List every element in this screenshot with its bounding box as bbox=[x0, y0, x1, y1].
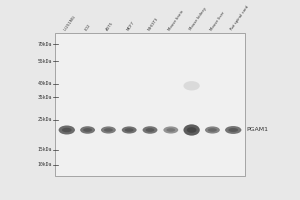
Text: 25kDa: 25kDa bbox=[38, 117, 52, 122]
Ellipse shape bbox=[166, 128, 175, 132]
Ellipse shape bbox=[205, 126, 220, 134]
Ellipse shape bbox=[225, 126, 242, 134]
Ellipse shape bbox=[142, 126, 158, 134]
Ellipse shape bbox=[101, 126, 116, 134]
Text: MCF7: MCF7 bbox=[126, 20, 135, 31]
Text: Mouse liver: Mouse liver bbox=[209, 11, 225, 31]
Text: 15kDa: 15kDa bbox=[38, 147, 52, 152]
Ellipse shape bbox=[83, 128, 92, 132]
Ellipse shape bbox=[125, 128, 134, 132]
Ellipse shape bbox=[104, 128, 113, 132]
Ellipse shape bbox=[164, 126, 178, 134]
Text: Mouse brain: Mouse brain bbox=[167, 9, 184, 31]
Text: NIH/3T3: NIH/3T3 bbox=[147, 16, 159, 31]
Ellipse shape bbox=[62, 128, 72, 132]
FancyBboxPatch shape bbox=[55, 33, 245, 176]
Text: Mouse kidney: Mouse kidney bbox=[188, 7, 207, 31]
Text: 70kDa: 70kDa bbox=[38, 42, 52, 47]
Ellipse shape bbox=[183, 124, 200, 136]
Ellipse shape bbox=[58, 125, 75, 134]
Text: 55kDa: 55kDa bbox=[38, 59, 52, 64]
Text: U-251MG: U-251MG bbox=[64, 14, 77, 31]
Ellipse shape bbox=[122, 126, 136, 134]
Ellipse shape bbox=[80, 126, 95, 134]
Text: LO2: LO2 bbox=[84, 23, 92, 31]
Text: A375: A375 bbox=[105, 21, 114, 31]
Ellipse shape bbox=[228, 128, 238, 132]
Text: 40kDa: 40kDa bbox=[38, 81, 52, 86]
Text: Rat spinal cord: Rat spinal cord bbox=[230, 5, 250, 31]
Ellipse shape bbox=[183, 81, 200, 91]
Text: PGAM1: PGAM1 bbox=[247, 127, 268, 132]
Ellipse shape bbox=[187, 127, 196, 133]
Text: 10kDa: 10kDa bbox=[38, 162, 52, 167]
Ellipse shape bbox=[146, 128, 154, 132]
Text: 35kDa: 35kDa bbox=[38, 95, 52, 100]
Ellipse shape bbox=[208, 128, 217, 132]
